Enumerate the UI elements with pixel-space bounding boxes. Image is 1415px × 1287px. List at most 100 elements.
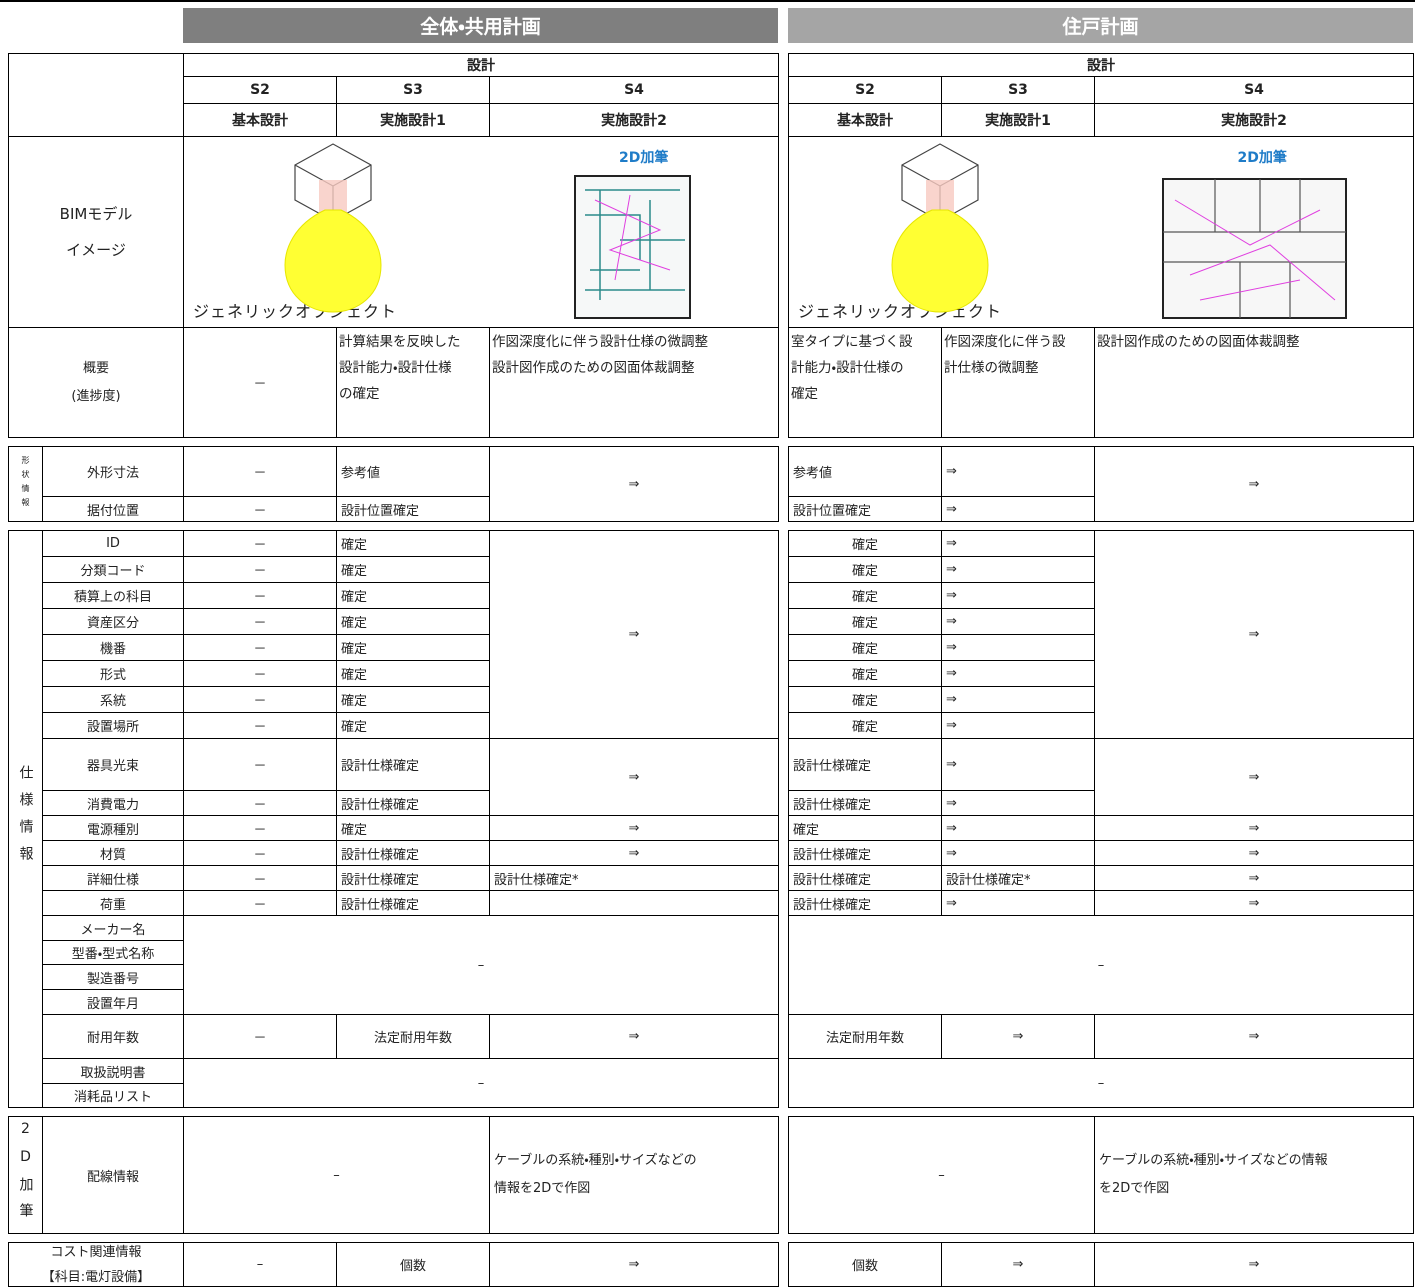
table-cell: ⇒ — [941, 712, 1095, 739]
cell-text: 確定 — [341, 822, 368, 838]
table-cell: 系統 — [42, 686, 184, 713]
cell-text: 実施設計1 — [380, 113, 446, 129]
table-cell: － — [183, 840, 337, 866]
cell-text: 基本設計 — [232, 113, 288, 129]
table-cell: 個数 — [336, 1242, 490, 1287]
cell-text: 消費電力 — [86, 797, 139, 813]
header-title: 住戸計画 — [1062, 16, 1139, 38]
table-cell: 設計仕様確定 — [336, 890, 490, 916]
cell-text: – — [256, 1257, 264, 1272]
cell-text: 確定 — [851, 668, 878, 683]
table-cell: ⇒ — [1094, 530, 1414, 739]
cell-text: 確定 — [341, 564, 368, 579]
right-header: 住戸計画 — [788, 8, 1413, 43]
table-cell: 確定 — [788, 815, 942, 841]
cell-text: 据付位置 — [86, 503, 139, 519]
table-cell: 設置場所 — [42, 712, 184, 739]
image-caption: ジェネリックオブジェクト — [193, 302, 398, 321]
table-cell: 製造番号 — [42, 964, 184, 990]
table-cell: － — [183, 582, 337, 609]
table-cell: ⇒ — [941, 890, 1095, 916]
cell-text: ⇒ — [946, 718, 957, 733]
table-cell: － — [183, 790, 337, 816]
table-cell: コスト関連情報 【科目:電灯設備】 — [8, 1242, 184, 1287]
cell-text: ⇒ — [946, 820, 957, 836]
cell-lines: 室タイプに基づく設 計能力・設計仕様の 確定 — [791, 329, 913, 407]
cell-text: 設計仕様確定 — [341, 759, 420, 774]
cell-text: 個数 — [399, 1259, 426, 1274]
table-cell: 確定 — [788, 712, 942, 739]
cell-text: 電源種別 — [86, 822, 139, 838]
table-cell: 据付位置 — [42, 496, 184, 522]
table-cell: 確定 — [336, 582, 490, 609]
cell-text: － — [253, 872, 267, 888]
table-cell: 確定 — [336, 634, 490, 661]
cell-text: – — [477, 1075, 485, 1091]
cell-text: 設計仕様確定 — [341, 847, 420, 863]
cell-text: － — [253, 759, 267, 774]
top-rule — [0, 0, 1415, 2]
cell-text: ⇒ — [628, 769, 640, 785]
table-cell: 取扱説明書 — [42, 1058, 184, 1084]
cell-text: 確定 — [851, 616, 878, 631]
cell-text: – — [333, 1167, 340, 1183]
header-title: 全体・共用計画 — [420, 16, 541, 38]
cell-text: － — [253, 897, 267, 913]
drawing-caption: 2D加筆 — [1237, 150, 1287, 166]
cell-text: 計算結果を反映した — [339, 334, 461, 350]
table-cell: ⇒ — [489, 815, 779, 841]
table-cell: － — [183, 327, 337, 438]
cell-text: 確定 — [341, 720, 368, 735]
cell-text: 概要 — [82, 360, 109, 376]
cell-lines: BIMモデル イメージ — [60, 196, 133, 268]
table-cell: ⇒ — [489, 840, 779, 866]
table-cell: 計算結果を反映した 設計能力・設計仕様 の確定 — [336, 327, 490, 438]
cell-text: ⇒ — [628, 627, 640, 642]
cell-text: ⇒ — [946, 614, 957, 629]
cell-text: – — [1097, 957, 1105, 973]
table-cell: 実施設計2 — [489, 103, 779, 137]
table-cell: ⇒ — [1094, 1242, 1414, 1287]
cell-text: 設計 — [467, 58, 495, 74]
cell-lines: コスト関連情報 【科目:電灯設備】 — [42, 1243, 150, 1286]
table-cell: – — [183, 1058, 779, 1108]
cell-text: ⇒ — [1248, 1257, 1260, 1272]
cell-text: ⇒ — [1248, 627, 1260, 642]
cell-text: 系統 — [99, 694, 126, 709]
table-cell: – — [183, 915, 779, 1015]
table-cell: ⇒ — [941, 660, 1095, 687]
cell-lines: ケーブルの系統・種別・サイズなどの情報を2Dで作図 — [494, 1147, 697, 1203]
table-cell: 確定 — [336, 815, 490, 841]
cell-text: 個数 — [851, 1259, 878, 1274]
table-cell: 確定 — [336, 660, 490, 687]
table-cell: 確定 — [336, 608, 490, 635]
cell-text: 計仕様の微調整 — [944, 360, 1039, 376]
cell-lines: 概要 (進捗度) — [71, 355, 120, 411]
table-cell: 形式 — [42, 660, 184, 687]
table-cell: 概要 (進捗度) — [8, 327, 184, 438]
table-cell: 設計仕様確定 — [788, 890, 942, 916]
table-cell: － — [183, 1014, 337, 1059]
cell-text: － — [253, 377, 267, 392]
table-cell: ⇒ — [489, 1014, 779, 1059]
cell-text: 設計仕様確定 — [793, 797, 872, 813]
cell-text: 実施設計2 — [601, 113, 667, 129]
cell-text: － — [253, 720, 267, 735]
table-cell: 個数 — [788, 1242, 942, 1287]
cell-text: － — [253, 668, 267, 683]
table-cell: － — [183, 608, 337, 635]
cell-text: ID — [106, 536, 120, 551]
table-cell: S4 — [489, 76, 779, 104]
table-cell: ⇒ — [941, 815, 1095, 841]
table-cell: S4 — [1094, 76, 1414, 104]
cell-text: 確定 — [851, 720, 878, 735]
table-cell: ⇒ — [941, 530, 1095, 557]
table-cell: － — [183, 738, 337, 791]
cell-text: 確定 — [341, 642, 368, 657]
cell-text: – — [477, 957, 485, 973]
cell-text: － — [253, 1031, 267, 1046]
cell-text: 法定耐用年数 — [825, 1031, 904, 1046]
cell-text: 設計仕様確定 — [341, 897, 420, 913]
cell-text: 製造番号 — [86, 971, 139, 987]
